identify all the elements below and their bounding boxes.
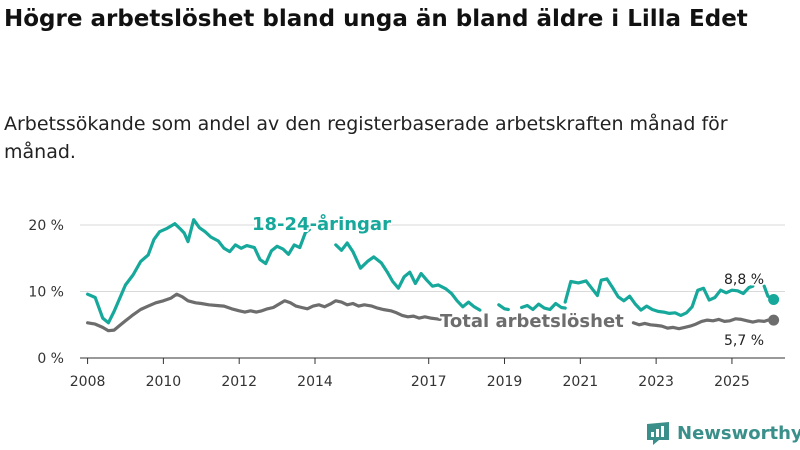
y-tick-label: 0 %: [37, 351, 64, 367]
x-tick-label: 2017: [411, 374, 447, 390]
x-tick-label: 2021: [563, 374, 599, 390]
y-tick-label: 10 %: [28, 285, 64, 301]
x-tick-label: 2019: [487, 374, 523, 390]
x-tick-label: 2023: [638, 374, 674, 390]
x-tick-label: 2025: [714, 374, 750, 390]
series-lines: [86, 218, 780, 333]
series-line-youth: [497, 303, 510, 312]
series-line-total: [550, 317, 562, 322]
series-line-youth: [563, 277, 755, 317]
y-tick-label: 20 %: [28, 218, 64, 234]
end-point-total: [768, 314, 780, 326]
y-axis-tick-labels: 0 % 10 % 20 %: [28, 218, 64, 367]
newsworthy-logo-icon: [647, 422, 669, 445]
series-line-total: [631, 317, 776, 331]
x-tick-label: 2014: [297, 374, 333, 390]
series-label-youth: 18-24-åringar: [252, 213, 391, 235]
series-line-youth: [86, 218, 311, 325]
end-label-total: 5,7 %: [724, 333, 764, 349]
series-labels: 18-24-åringar Total arbetslöshet 8,8 % 5,7 …: [250, 211, 766, 351]
series-line-youth: [334, 241, 482, 312]
end-label-youth: 8,8 %: [724, 272, 764, 288]
series-line-total: [86, 292, 442, 333]
end-point-youth: [768, 293, 780, 305]
chart-title: Högre arbetslöshet bland unga än bland ä…: [4, 6, 748, 32]
x-tick-label: 2012: [221, 374, 257, 390]
x-tick-label: 2008: [70, 374, 106, 390]
x-axis: 2008 2010 2012 2014 2017 2019 2021 2023 2025: [70, 357, 785, 390]
series-line-youth: [520, 301, 567, 312]
x-tick-label: 2010: [146, 374, 182, 390]
brand-name: Newsworthy: [677, 422, 800, 444]
chart-subtitle: Arbetssökande som andel av den registerb…: [4, 113, 728, 163]
series-label-total: Total arbetslöshet: [440, 311, 624, 332]
newsworthy-logo: Newsworthy: [645, 420, 800, 446]
